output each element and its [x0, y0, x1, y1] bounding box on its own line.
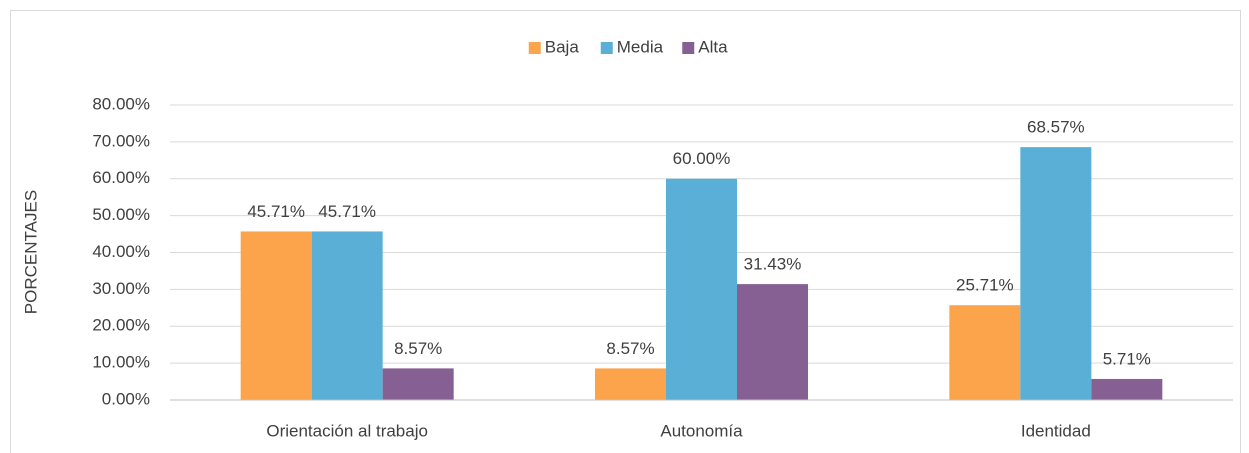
bar — [595, 368, 666, 400]
data-label: 8.57% — [606, 339, 654, 358]
y-tick-label: 10.00% — [92, 353, 150, 372]
data-label: 45.71% — [247, 202, 305, 221]
y-tick-label: 60.00% — [92, 168, 150, 187]
bar — [666, 178, 737, 400]
x-tick-label: Autonomía — [660, 421, 743, 440]
data-label: 31.43% — [744, 255, 802, 274]
y-tick-label: 70.00% — [92, 131, 150, 150]
x-tick-label: Identidad — [1021, 421, 1091, 440]
chart-border — [10, 10, 1241, 453]
data-label: 68.57% — [1027, 118, 1085, 137]
data-label: 45.71% — [318, 202, 376, 221]
y-tick-label: 20.00% — [92, 316, 150, 335]
y-tick-label: 0.00% — [102, 389, 150, 408]
bar — [737, 284, 808, 400]
x-tick-label: Orientación al trabajo — [266, 421, 428, 440]
data-label: 25.71% — [956, 276, 1014, 295]
legend-swatch — [682, 42, 695, 54]
y-tick-label: 50.00% — [92, 205, 150, 224]
y-axis-label: PORCENTAJES — [21, 190, 40, 314]
legend-label: Alta — [698, 37, 728, 56]
bar — [1020, 147, 1092, 400]
data-label: 60.00% — [673, 149, 731, 168]
bar — [240, 231, 312, 400]
bar — [949, 305, 1021, 400]
bar — [311, 231, 383, 400]
data-label: 8.57% — [394, 339, 442, 358]
y-tick-label: 80.00% — [92, 94, 150, 113]
legend-swatch — [528, 42, 541, 54]
bar — [1091, 378, 1163, 400]
y-tick-label: 40.00% — [92, 242, 150, 261]
y-tick-label: 30.00% — [92, 279, 150, 298]
legend-label: Media — [617, 37, 664, 56]
bar — [382, 368, 454, 400]
data-label: 5.71% — [1103, 349, 1151, 368]
legend-swatch — [600, 42, 613, 54]
legend-label: Baja — [545, 37, 580, 56]
